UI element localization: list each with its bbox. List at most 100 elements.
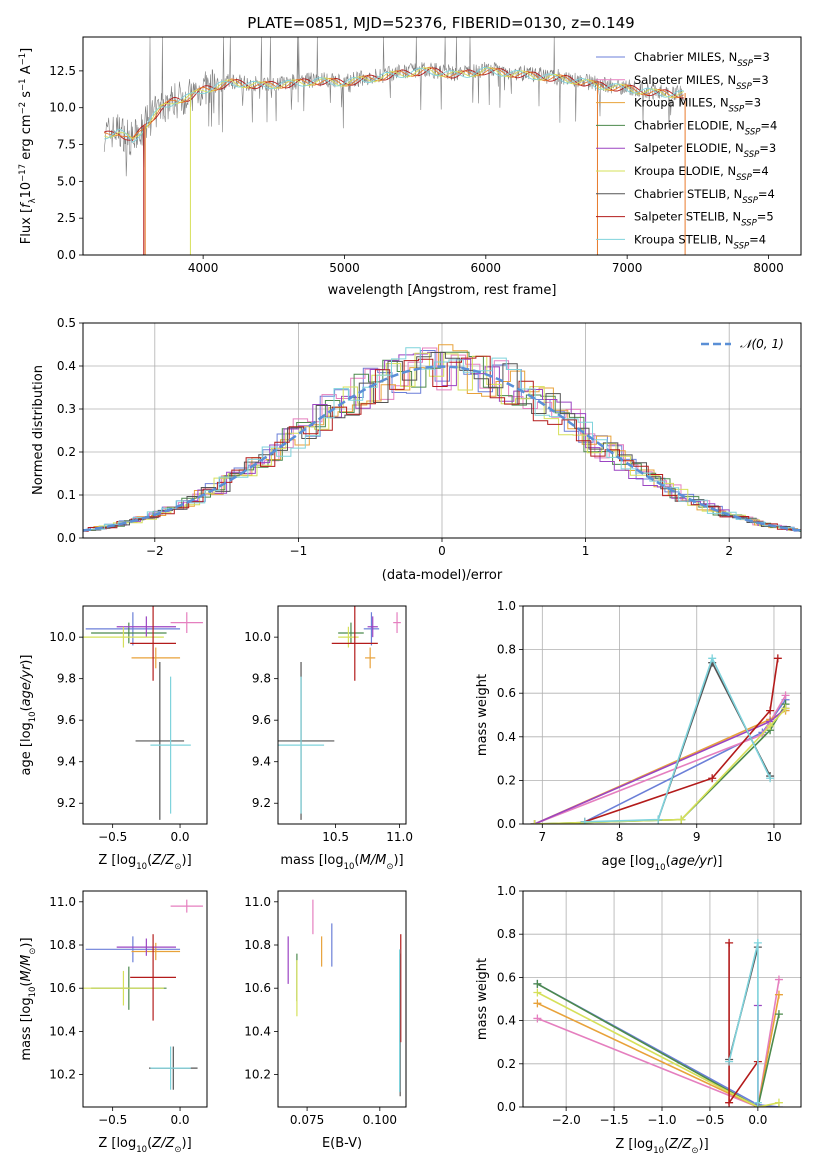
y-tick-label: 0.2 <box>497 1057 516 1071</box>
y-tick-label: 9.6 <box>57 713 76 727</box>
y-tick-label: 7.5 <box>57 138 76 152</box>
data-point-marker <box>708 654 717 663</box>
series-salpeter-elodie <box>530 704 790 824</box>
y-tick-label: 0.0 <box>497 817 516 831</box>
errorbar-chabrier-miles <box>363 612 380 646</box>
y-tick-label: 9.4 <box>252 755 271 769</box>
y-tick-label: 0.8 <box>497 927 516 941</box>
x-tick-label: 0 <box>438 544 446 558</box>
data-point-marker <box>533 988 542 997</box>
x-tick-label: −2.0 <box>552 1113 581 1127</box>
series-line <box>584 656 771 823</box>
legend-label-kroupa-elodie: Kroupa ELODIE, NSSP=4 <box>634 164 769 183</box>
data-point-marker <box>774 1010 783 1019</box>
data-point-marker <box>766 774 775 783</box>
y-tick-label: 0.6 <box>497 686 516 700</box>
x-tick-label: 0.0 <box>170 1113 189 1127</box>
y-tick-label: 9.2 <box>57 796 76 810</box>
x-tick-label: 4000 <box>188 261 219 275</box>
series-chabrier-miles <box>533 979 783 1107</box>
series-chabrier-elodie <box>533 979 783 1107</box>
errorbar-salpeter-miles <box>170 899 203 913</box>
x-tick-label: 8000 <box>753 261 784 275</box>
y-tick-label: 0.1 <box>57 488 76 502</box>
x-tick-label: 2 <box>725 544 733 558</box>
y-tick-label: 9.2 <box>252 796 271 810</box>
massweight_vs_age-y-label: mass weight <box>475 674 490 756</box>
x-tick-label: 9 <box>693 830 701 844</box>
x-tick-label: 1 <box>582 544 590 558</box>
panel-massweight_vs_Z: −2.0 −1.5 −1.0 −0.5 0.0 0.0 0.2 0.4 0.6 0.8 1.0 <box>497 884 801 1127</box>
y-tick-label: 0.0 <box>497 1100 516 1114</box>
observed-spectrum <box>103 37 684 177</box>
series-salpeter-stelib <box>725 938 762 1107</box>
series-line <box>537 994 780 1107</box>
errorbar-salpeter-stelib <box>130 934 176 1021</box>
spectrum-y-label: Flux [fλ10−17 erg cm−2 s−1 A−1] <box>18 48 38 244</box>
series-line <box>534 703 787 824</box>
data-point-marker <box>654 815 663 824</box>
x-tick-label: 0.100 <box>363 1113 397 1127</box>
panel-mass_vs_ebv: 0.075 0.100 10.2 10.4 10.6 10.8 11.0 <box>244 895 402 1127</box>
panel-spectrum: 4000 5000 6000 7000 8000 0.0 2.5 5.0 7.5 10.0 12.5… <box>49 37 784 275</box>
plot-area <box>533 938 783 1107</box>
data-point-marker <box>781 704 790 713</box>
data-point-marker <box>725 1098 734 1107</box>
y-tick-label: 0.3 <box>57 402 76 416</box>
y-tick-label: 9.6 <box>252 713 271 727</box>
massweight_vs_age-x-label: age [log10(age/yr)] <box>602 854 723 873</box>
legend-label-kroupa-miles: Kroupa MILES, NSSP=3 <box>634 96 761 115</box>
x-tick-label: 10.5 <box>322 830 349 844</box>
axes-frame <box>277 605 407 825</box>
data-point-marker <box>530 820 539 824</box>
x-tick-label: −0.5 <box>98 830 127 844</box>
residuals-x-label: (data-model)/error <box>382 568 503 583</box>
data-point-marker <box>708 774 717 783</box>
y-tick-label: 2.5 <box>57 211 76 225</box>
axes-frame <box>82 890 208 1108</box>
y-tick-label: 0.4 <box>497 1014 516 1028</box>
y-tick-label: 0.6 <box>497 970 516 984</box>
panel-residuals: −2 −1 0 1 2 0.0 0.1 0.2 0.3 0.4 0.5 𝒩(0, 1) <box>57 316 801 558</box>
y-tick-label: 11.0 <box>244 895 271 909</box>
x-tick-label: 0.0 <box>170 830 189 844</box>
plot-area <box>83 344 801 533</box>
y-tick-label: 1.0 <box>497 599 516 613</box>
y-tick-label: 10.0 <box>49 630 76 644</box>
errorbar-salpeter-miles <box>393 612 401 633</box>
errorbar-chabrier-elodie <box>338 622 364 644</box>
data-point-marker <box>766 721 775 730</box>
y-tick-label: 0.0 <box>57 531 76 545</box>
y-tick-label: 0.4 <box>497 730 516 744</box>
model-spectrum-kroupa-stelib <box>104 66 684 143</box>
errorbar-salpeter-elodie <box>367 616 378 638</box>
errorbar-salpeter-miles <box>170 612 203 633</box>
data-point-marker <box>533 999 542 1008</box>
series-line <box>537 991 780 1107</box>
series-line <box>584 658 779 823</box>
errorbar-salpeter-stelib <box>130 606 176 681</box>
x-tick-label: 0.0 <box>748 1113 767 1127</box>
x-tick-label: −1.0 <box>647 1113 676 1127</box>
y-tick-label: 0.2 <box>497 773 516 787</box>
massweight_vs_Z-x-label: Z [log10(Z/Z⊙)] <box>615 1137 708 1156</box>
y-tick-label: 0.0 <box>57 248 76 262</box>
y-tick-label: 10.2 <box>49 1068 76 1082</box>
series-line <box>657 660 771 820</box>
data-point-marker <box>533 1014 542 1023</box>
x-tick-label: 6000 <box>471 261 502 275</box>
x-tick-label: 11.0 <box>386 830 413 844</box>
errorbar-chabrier-stelib <box>135 662 185 820</box>
y-tick-label: 0.8 <box>497 643 516 657</box>
axes-frame <box>82 36 802 256</box>
data-point-marker <box>725 1057 734 1066</box>
y-tick-label: 10.0 <box>49 101 76 115</box>
y-tick-label: 10.8 <box>49 938 76 952</box>
spectrum-x-label: wavelength [Angstrom, rest frame] <box>328 283 557 298</box>
legend: Chabrier MILES, NSSP=3 Salpeter MILES, NS… <box>596 50 777 251</box>
mass_vs_Z-x-label: Z [log10(Z/Z⊙)] <box>98 1136 191 1155</box>
errorbar-chabrier-miles <box>85 612 181 646</box>
axes-frame <box>277 890 407 1108</box>
data-point-marker <box>533 979 542 988</box>
data-point-marker <box>774 1098 783 1107</box>
